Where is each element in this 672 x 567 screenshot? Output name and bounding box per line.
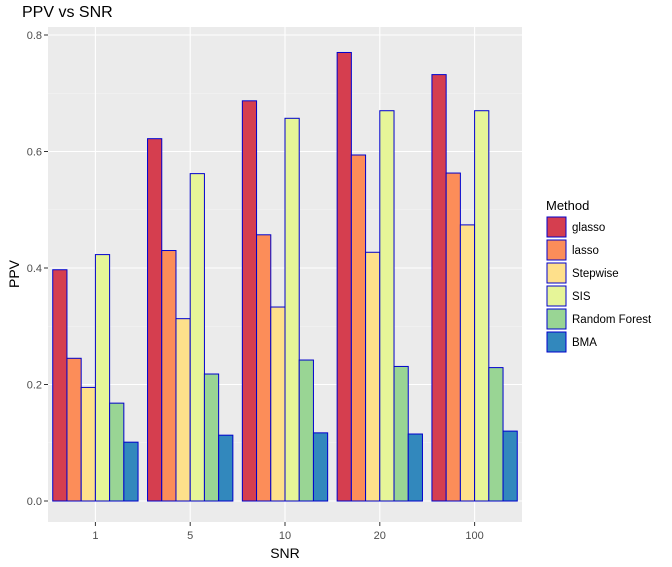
y-axis-title: PPV	[6, 259, 22, 288]
y-tick-label: 0.6	[27, 147, 42, 159]
x-tick-label: 1	[92, 530, 98, 542]
bar-lasso	[350, 154, 367, 502]
legend-swatch	[546, 216, 567, 238]
bar-glasso	[431, 74, 447, 502]
chart-title: PPV vs SNR	[22, 4, 113, 21]
legend-swatch	[546, 285, 567, 307]
bar-bma	[218, 434, 234, 502]
bar-random-forest	[488, 367, 504, 502]
legend-label: glasso	[572, 222, 605, 234]
bar-random-forest	[298, 359, 314, 502]
legend-swatch	[546, 331, 567, 353]
bar-sis	[474, 110, 490, 502]
bar-glasso	[241, 100, 258, 502]
y-tick-label: 0.4	[27, 263, 42, 275]
y-tick-label: 0.0	[27, 496, 42, 508]
bar-glasso	[147, 138, 163, 502]
legend: Method glasso lasso Stepwise SIS Random Fore…	[546, 198, 652, 353]
bar-bma	[123, 441, 139, 502]
x-tick-label: 20	[374, 530, 386, 542]
bar-bma	[407, 433, 423, 502]
legend-swatch	[546, 262, 567, 284]
bar-sis	[94, 254, 111, 502]
bar-random-forest	[393, 365, 409, 502]
x-tick-label: 5	[187, 530, 193, 542]
legend-swatch	[546, 308, 567, 330]
y-tick-label: 0.2	[27, 380, 42, 392]
bar-random-forest	[203, 373, 220, 502]
legend-label: lasso	[572, 245, 599, 257]
y-axis: 0.0 0.2 0.4 0.6 0.8	[27, 30, 48, 508]
bar-glasso	[336, 51, 352, 502]
bars	[52, 51, 518, 502]
bar-glasso	[52, 269, 68, 502]
bar-stepwise	[459, 224, 476, 502]
bar-random-forest	[109, 402, 125, 502]
bar-stepwise	[270, 306, 286, 502]
bar-sis	[379, 110, 395, 502]
bar-sis	[284, 117, 300, 502]
x-tick-label: 100	[465, 530, 483, 542]
bar-stepwise	[175, 318, 191, 502]
legend-swatch	[546, 239, 567, 261]
x-axis-title: SNR	[270, 545, 300, 561]
legend-label: BMA	[572, 337, 597, 349]
bar-lasso	[161, 250, 177, 502]
bar-bma	[312, 432, 329, 502]
bar-stepwise	[80, 386, 96, 502]
bar-sis	[189, 173, 205, 502]
legend-label: Random Forest	[572, 314, 652, 326]
x-tick-label: 10	[279, 530, 291, 542]
legend-label: Stepwise	[572, 268, 619, 280]
legend-label: SIS	[572, 291, 591, 303]
legend-title: Method	[546, 198, 589, 213]
y-tick-label: 0.8	[27, 30, 42, 42]
bar-lasso	[445, 172, 461, 502]
bar-bma	[502, 430, 518, 502]
bar-stepwise	[365, 251, 381, 502]
bar-lasso	[256, 234, 272, 502]
x-axis: 1 5 10 20 100	[92, 522, 484, 542]
bar-lasso	[66, 357, 82, 502]
